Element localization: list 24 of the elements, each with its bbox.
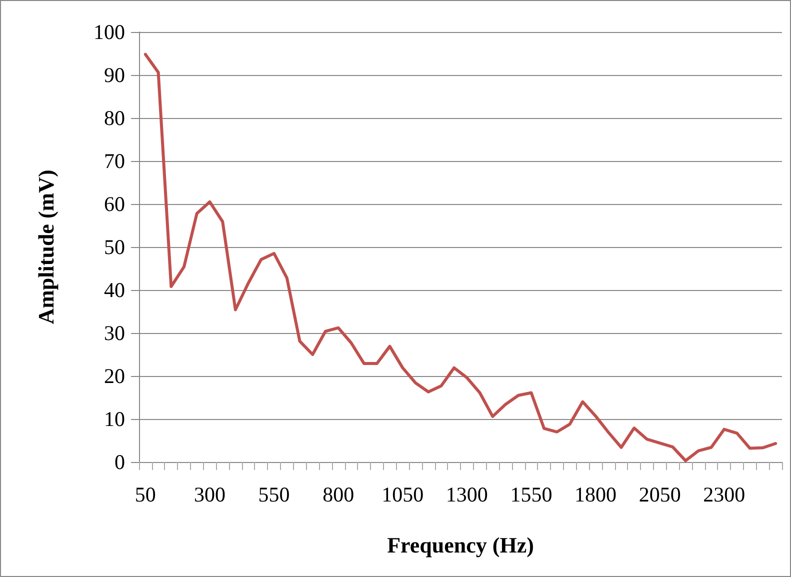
y-tick-label: 80 <box>104 106 125 130</box>
y-tick-label: 70 <box>104 149 125 173</box>
y-tick-label: 100 <box>94 20 125 44</box>
y-tick-label: 0 <box>114 450 125 474</box>
x-tick-label: 800 <box>322 482 354 506</box>
x-tick-label: 1050 <box>382 482 424 506</box>
y-tick-label: 10 <box>104 407 125 431</box>
x-tick-label: 2300 <box>703 482 746 506</box>
y-tick-label: 50 <box>104 235 125 259</box>
y-tick-label: 30 <box>104 321 125 345</box>
x-axis-title: Frequency (Hz) <box>387 532 534 558</box>
x-tick-label: 50 <box>134 482 156 506</box>
y-axis-title: Amplitude (mV) <box>34 170 58 324</box>
x-tick-label: 2050 <box>638 482 681 506</box>
x-tick-label: 1800 <box>574 482 617 506</box>
y-tick-label: 20 <box>104 364 125 388</box>
x-tick-label: 300 <box>194 482 226 506</box>
y-tick-label: 90 <box>104 63 125 87</box>
x-tick-label: 550 <box>258 482 290 506</box>
x-tick-label: 1300 <box>446 482 488 506</box>
x-tick-label: 1550 <box>510 482 552 506</box>
line-series <box>144 52 778 462</box>
y-tick-label: 40 <box>104 278 125 302</box>
y-tick-label: 60 <box>104 192 125 216</box>
